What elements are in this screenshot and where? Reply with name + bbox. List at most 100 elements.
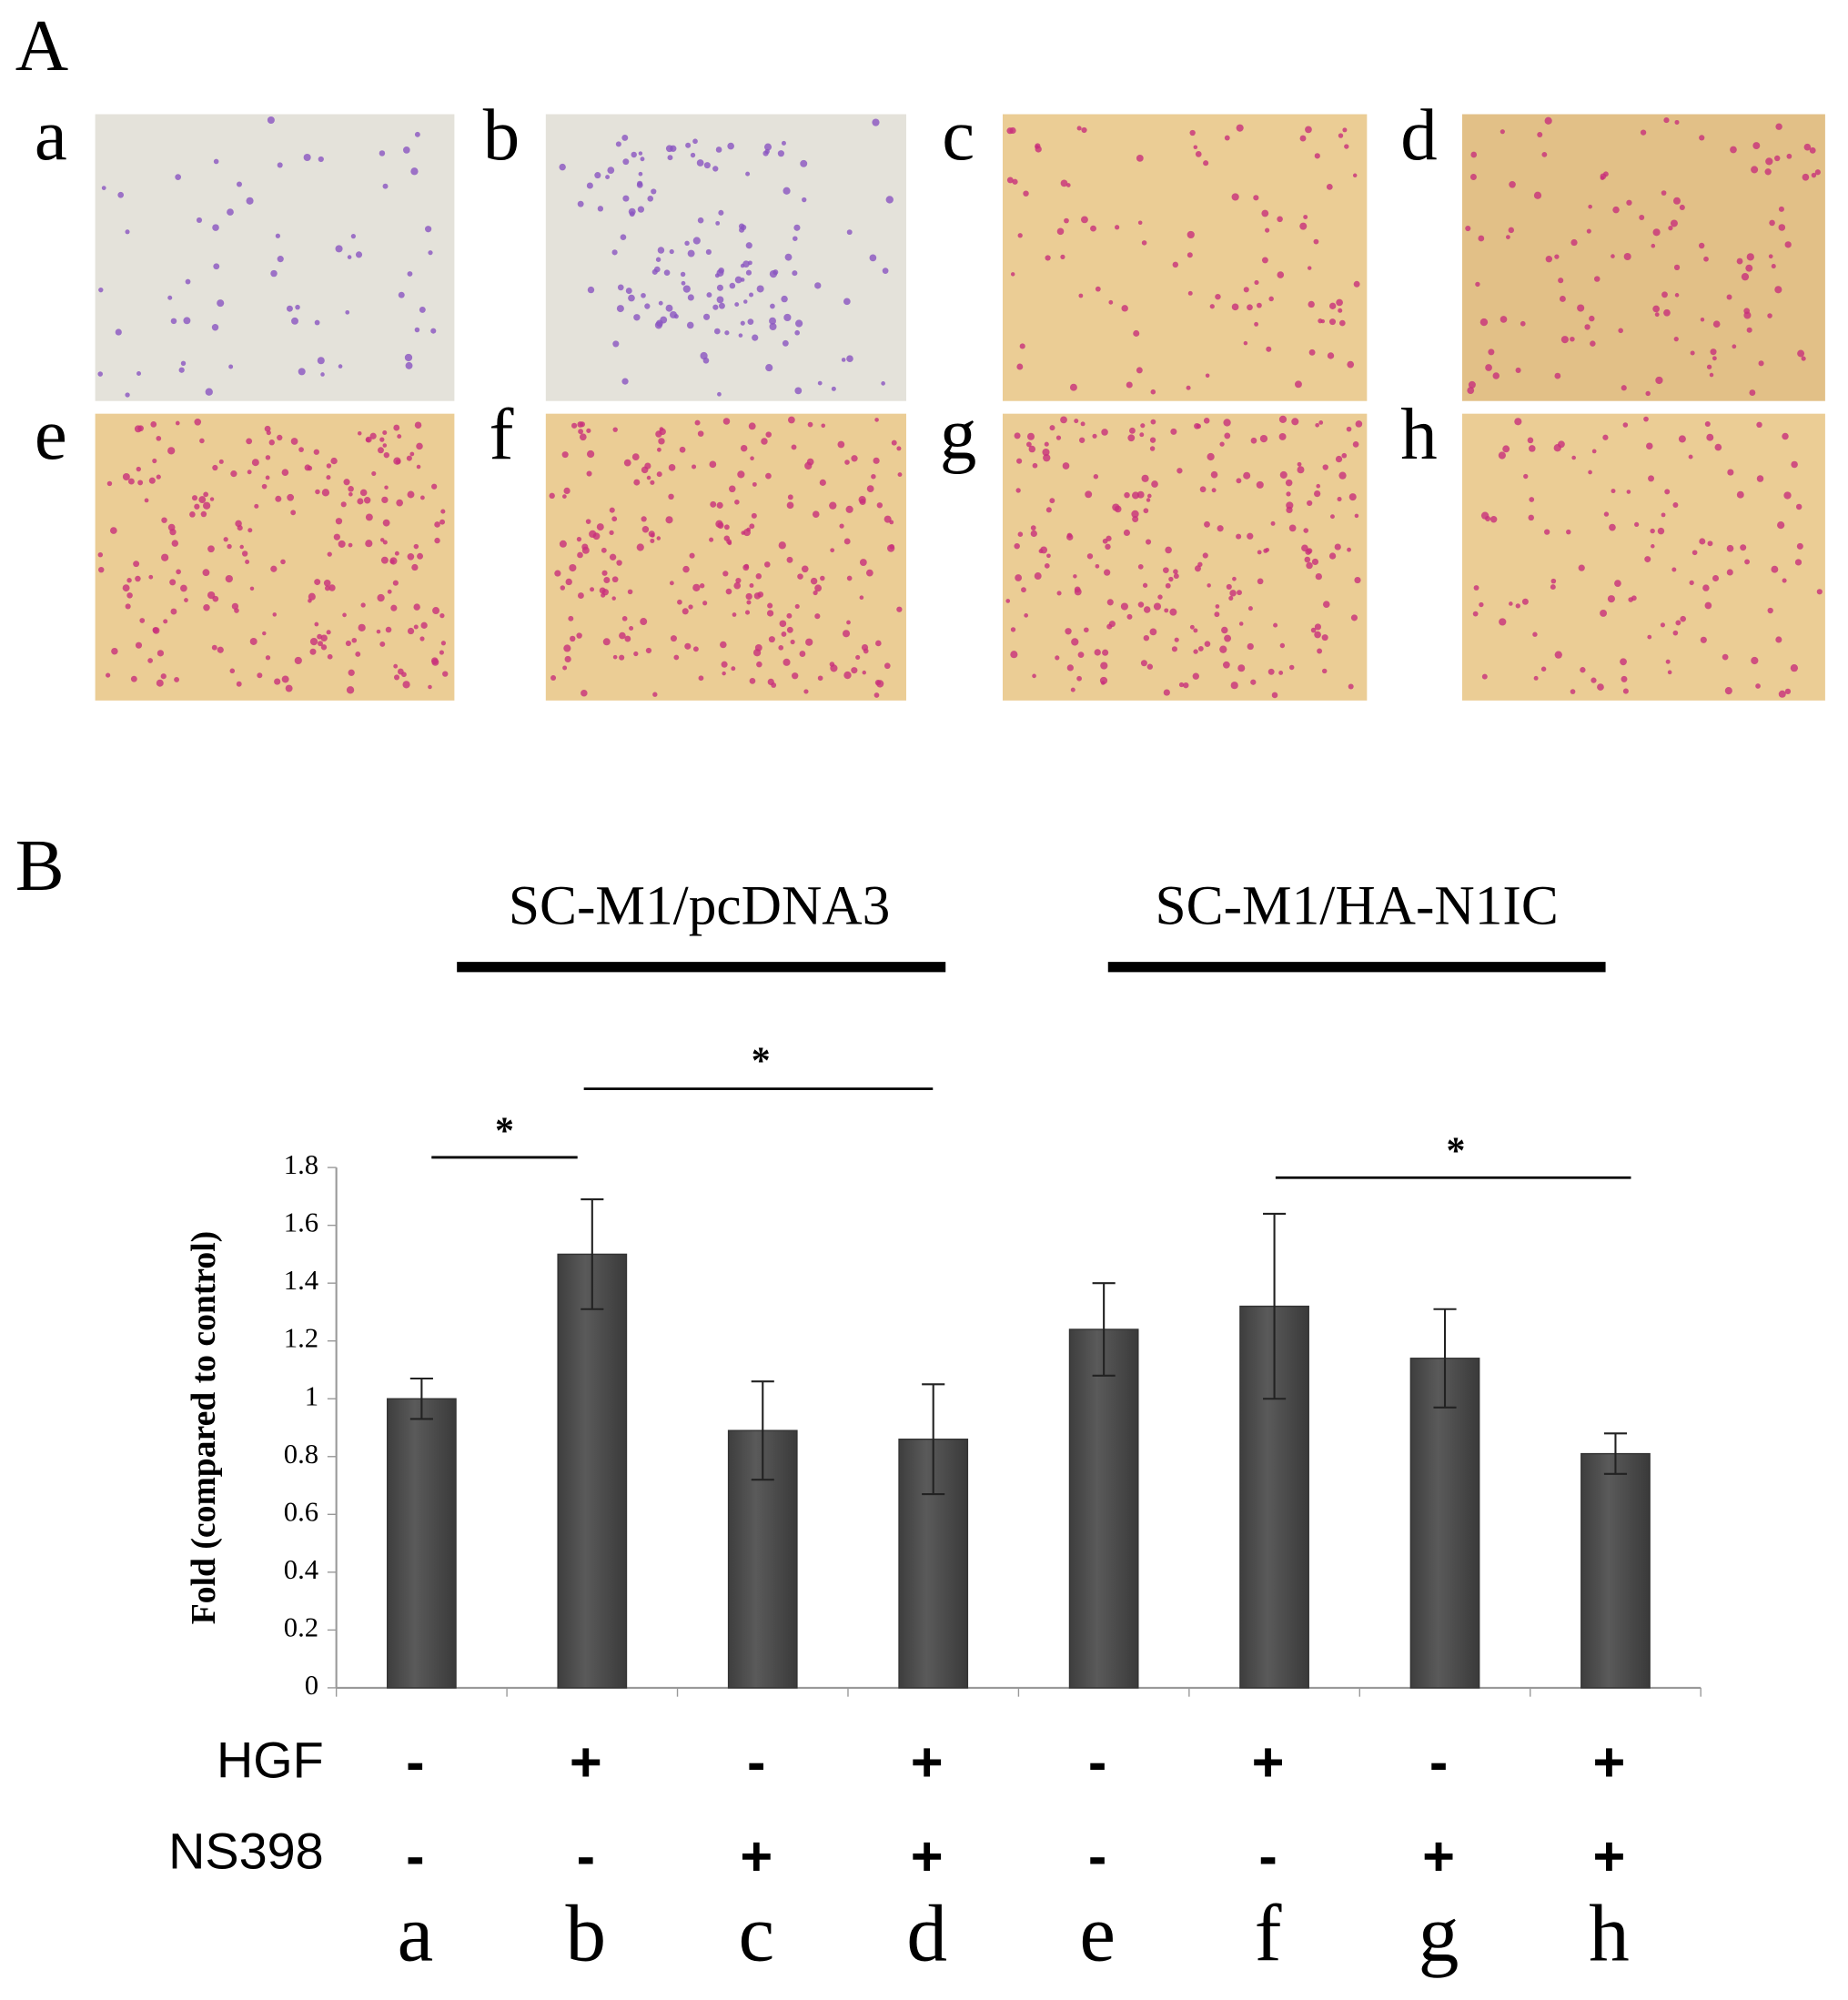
cell [881, 381, 885, 386]
cell [377, 447, 384, 454]
cell [1257, 302, 1262, 308]
cell [442, 671, 449, 677]
cell [721, 661, 728, 668]
cell [1228, 595, 1234, 601]
cell [768, 636, 775, 643]
cell [202, 569, 210, 577]
cell [717, 521, 724, 530]
cell [1032, 462, 1038, 469]
cell [1083, 627, 1089, 633]
cell [1273, 622, 1278, 628]
cell [1238, 621, 1244, 626]
cell [846, 620, 851, 625]
bar [1409, 1358, 1480, 1689]
cell [1278, 432, 1287, 440]
cell [615, 141, 621, 147]
cell [602, 638, 611, 646]
cell [779, 620, 787, 628]
cell [1470, 151, 1478, 158]
cell [98, 287, 104, 293]
cell [755, 573, 762, 580]
cell [1327, 352, 1335, 359]
cell [211, 324, 219, 331]
cell [1783, 491, 1792, 500]
cell [1014, 542, 1020, 550]
cell [1509, 601, 1513, 606]
cell [777, 150, 784, 157]
cell [1730, 146, 1737, 154]
cell [1320, 318, 1326, 324]
cell [320, 634, 328, 641]
cell [577, 551, 583, 559]
cell [1012, 178, 1018, 185]
cell [1080, 421, 1086, 427]
y-tick-label: 0.2 [284, 1611, 318, 1642]
cell [1171, 646, 1177, 652]
cell [405, 361, 413, 369]
cell [1688, 454, 1693, 460]
cell [178, 367, 185, 373]
cell [345, 640, 351, 647]
cell [1056, 591, 1062, 596]
cell [287, 493, 295, 501]
cell [846, 229, 853, 236]
cell [570, 635, 576, 642]
cell [389, 559, 395, 564]
cell [576, 632, 582, 639]
cell [1086, 553, 1094, 560]
cell [1139, 432, 1145, 438]
cell [136, 466, 141, 472]
cell [1485, 515, 1491, 522]
cell [843, 538, 851, 545]
cell [1784, 688, 1792, 695]
cell [787, 494, 793, 500]
cell [874, 692, 880, 698]
cell [382, 443, 388, 448]
cell [262, 631, 267, 636]
cell [781, 140, 786, 146]
cell [781, 631, 787, 637]
cell [1237, 590, 1242, 596]
cell [1712, 574, 1720, 581]
cell [1727, 469, 1734, 476]
cell [290, 510, 297, 516]
cell [1124, 491, 1130, 499]
cell [1671, 567, 1677, 572]
cell [668, 464, 676, 471]
cell [745, 592, 752, 601]
cell [394, 551, 399, 556]
cell [1194, 565, 1201, 572]
cell [1782, 432, 1789, 440]
cell [346, 686, 355, 694]
cell [784, 253, 793, 261]
cell [194, 418, 202, 426]
cell [611, 576, 619, 583]
cell [1588, 204, 1592, 209]
cell [866, 485, 874, 493]
cell [1752, 142, 1761, 150]
cell [1006, 177, 1014, 184]
cell [710, 500, 717, 508]
cell [686, 321, 694, 329]
cell [702, 601, 708, 606]
cell [1291, 418, 1299, 426]
cell [656, 447, 661, 452]
cell [1303, 215, 1308, 219]
cell [169, 579, 177, 586]
cell [1611, 489, 1616, 494]
cell [696, 159, 704, 167]
cell [1224, 432, 1231, 439]
cell [665, 304, 673, 312]
cell [268, 439, 275, 446]
cell [1736, 258, 1743, 265]
cell [656, 536, 661, 540]
cell [1131, 510, 1139, 519]
cell [563, 487, 571, 494]
row-label: NS398 [168, 1823, 324, 1880]
cell [1077, 652, 1085, 659]
cell [814, 613, 821, 620]
cell [821, 423, 826, 429]
cell [1196, 423, 1202, 429]
cell [335, 245, 343, 253]
cell [117, 191, 125, 198]
